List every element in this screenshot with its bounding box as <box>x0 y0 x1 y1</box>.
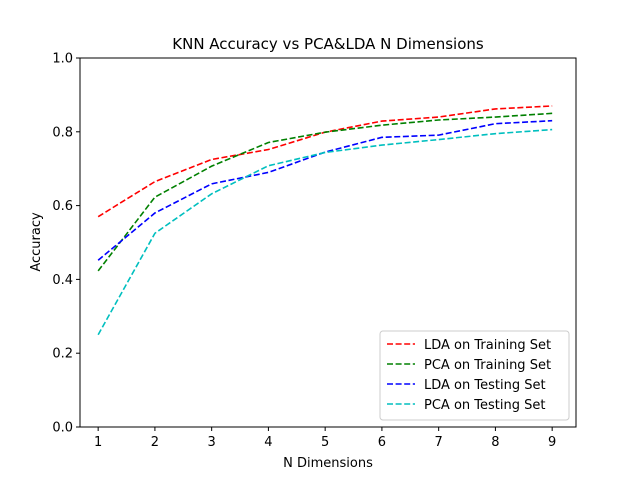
legend: LDA on Training Set PCA on Training Set LD… <box>379 330 570 421</box>
legend-entry: LDA on Training Set <box>424 338 551 353</box>
series-line-1 <box>97 105 553 218</box>
y-axis-label: Accuracy <box>29 212 44 272</box>
y-tick-label: 0.2 <box>52 347 73 362</box>
legend-entry: PCA on Training Set <box>424 358 551 373</box>
plot-frame <box>79 57 577 428</box>
x-axis: 1 2 3 4 5 6 7 8 9 <box>94 427 556 450</box>
x-tick-label: 2 <box>151 435 159 450</box>
series-line-4 <box>97 128 553 336</box>
y-axis: 0.0 0.2 0.4 0.6 0.8 1.0 <box>52 52 80 436</box>
y-tick-label: 1.0 <box>52 52 73 67</box>
chart-title: KNN Accuracy vs PCA&LDA N Dimensions <box>172 35 484 53</box>
x-tick-label: 1 <box>94 435 102 450</box>
series-line-3 <box>97 119 553 261</box>
x-tick-label: 8 <box>491 435 499 450</box>
x-tick-label: 3 <box>208 435 216 450</box>
x-tick-label: 5 <box>321 435 329 450</box>
legend-box <box>379 330 570 421</box>
series-layer <box>97 105 553 336</box>
legend-entry: LDA on Testing Set <box>424 378 546 393</box>
y-tick-label: 0.8 <box>52 125 73 140</box>
x-tick-label: 7 <box>435 435 443 450</box>
y-tick-label: 0.6 <box>52 199 73 214</box>
legend-entry: PCA on Testing Set <box>424 398 545 413</box>
x-tick-label: 9 <box>548 435 556 450</box>
x-axis-label: N Dimensions <box>283 456 373 471</box>
x-tick-label: 4 <box>264 435 272 450</box>
x-tick-label: 6 <box>378 435 386 450</box>
y-tick-label: 0.4 <box>52 273 73 288</box>
y-tick-label: 0.0 <box>52 421 73 436</box>
series-line-2 <box>97 112 553 272</box>
